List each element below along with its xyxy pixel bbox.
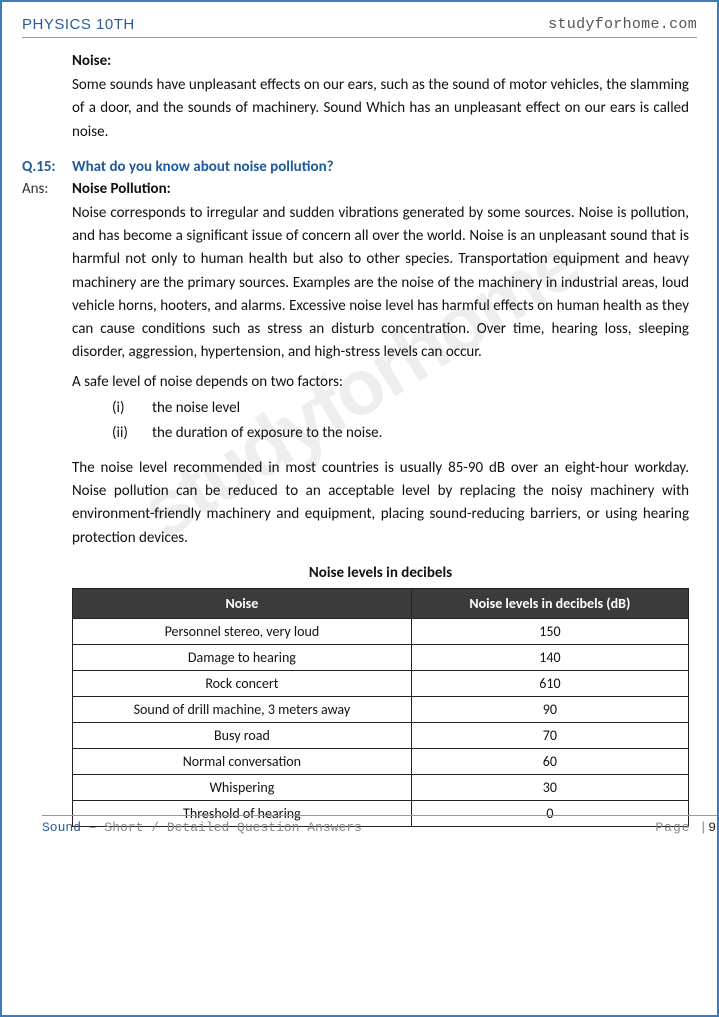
page-number: 9 [708, 820, 717, 835]
answer-label: Ans: [22, 180, 72, 198]
table-header-cell: Noise [73, 588, 412, 618]
table-cell: 70 [411, 722, 688, 748]
header-subject: PHYSICS 10TH [22, 16, 135, 33]
footer-right: Page |9 [655, 820, 717, 835]
table-row: Whispering 30 [73, 774, 689, 800]
table-cell: 150 [411, 618, 688, 644]
noise-levels-table: Noise Noise levels in decibels (dB) Pers… [72, 588, 689, 827]
footer-topic: Sound [42, 820, 81, 835]
table-header-cell: Noise levels in decibels (dB) [411, 588, 688, 618]
question-text: What do you know about noise pollution? [72, 158, 334, 176]
answer-para-2: A safe level of noise depends on two fac… [72, 371, 689, 394]
table-cell: Whispering [73, 774, 412, 800]
table-row: Rock concert 610 [73, 670, 689, 696]
page-content: Noise: Some sounds have unpleasant effec… [22, 52, 697, 827]
table-cell: Damage to hearing [73, 644, 412, 670]
table-cell: Personnel stereo, very loud [73, 618, 412, 644]
answer-para-3: The noise level recommended in most coun… [72, 457, 689, 550]
table-cell: 140 [411, 644, 688, 670]
table-cell: 90 [411, 696, 688, 722]
table-row: Damage to hearing 140 [73, 644, 689, 670]
table-cell: 60 [411, 748, 688, 774]
table-row: Sound of drill machine, 3 meters away 90 [73, 696, 689, 722]
table-row: Normal conversation 60 [73, 748, 689, 774]
factors-list: (i) the noise level (ii) the duration of… [112, 396, 689, 447]
factor-text: the noise level [152, 396, 240, 422]
noise-paragraph: Some sounds have unpleasant effects on o… [72, 74, 689, 144]
document-page: studyforhome PHYSICS 10TH studyforhome.c… [0, 0, 719, 1017]
header-site: studyforhome.com [548, 16, 697, 33]
footer-left: Sound – Short / Detailed Question Answer… [42, 820, 362, 835]
footer-subtitle: – Short / Detailed Question Answers [81, 820, 362, 835]
table-cell: Normal conversation [73, 748, 412, 774]
table-row: Busy road 70 [73, 722, 689, 748]
factor-number: (ii) [112, 421, 152, 447]
table-cell: Sound of drill machine, 3 meters away [73, 696, 412, 722]
list-item: (i) the noise level [112, 396, 689, 422]
page-label: Page | [655, 820, 708, 835]
page-footer: Sound – Short / Detailed Question Answer… [42, 815, 717, 835]
factor-text: the duration of exposure to the noise. [152, 421, 382, 447]
question-row: Q.15: What do you know about noise pollu… [22, 158, 689, 176]
table-cell: Busy road [73, 722, 412, 748]
answer-para-1: Noise corresponds to irregular and sudde… [72, 202, 689, 365]
table-cell: 610 [411, 670, 688, 696]
factor-number: (i) [112, 396, 152, 422]
page-header: PHYSICS 10TH studyforhome.com [22, 16, 697, 38]
answer-heading: Noise Pollution: [72, 180, 171, 198]
question-label: Q.15: [22, 158, 72, 176]
table-row: Personnel stereo, very loud 150 [73, 618, 689, 644]
table-header-row: Noise Noise levels in decibels (dB) [73, 588, 689, 618]
answer-row: Ans: Noise Pollution: [22, 180, 689, 198]
table-cell: 30 [411, 774, 688, 800]
list-item: (ii) the duration of exposure to the noi… [112, 421, 689, 447]
noise-heading: Noise: [72, 52, 689, 70]
table-title: Noise levels in decibels [72, 564, 689, 582]
table-cell: Rock concert [73, 670, 412, 696]
